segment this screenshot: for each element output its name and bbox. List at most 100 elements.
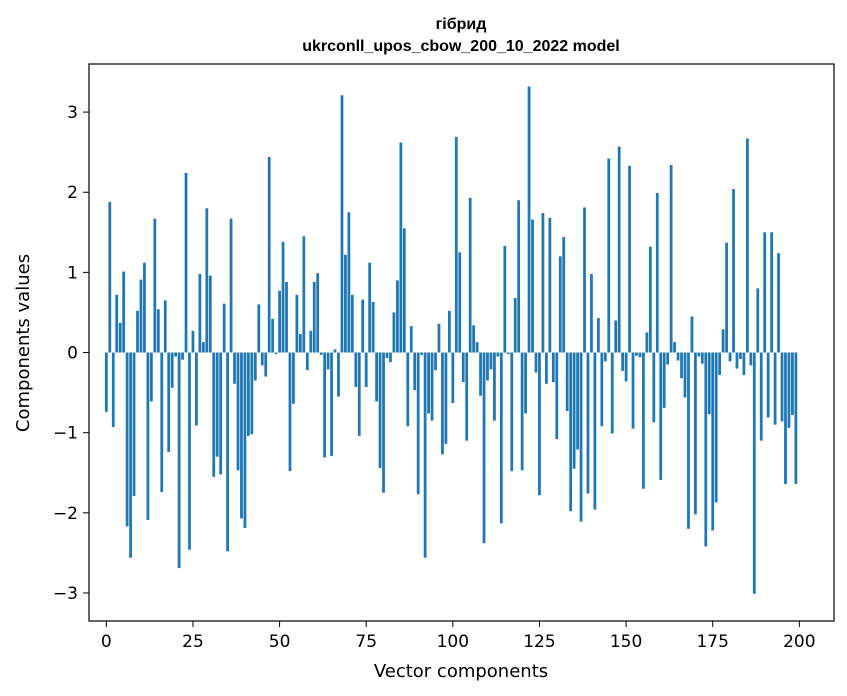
bar xyxy=(368,262,372,353)
bar xyxy=(662,352,666,408)
y-tick-label: −3 xyxy=(53,584,78,604)
bar xyxy=(233,352,236,384)
bar xyxy=(361,299,365,353)
bar xyxy=(545,352,548,384)
bar xyxy=(111,352,115,428)
bar xyxy=(385,352,389,359)
bar xyxy=(316,273,320,353)
x-tick-label: 125 xyxy=(523,632,555,652)
bar xyxy=(454,136,458,353)
bar xyxy=(129,352,132,558)
bar xyxy=(260,352,264,366)
bar xyxy=(378,352,382,468)
bar xyxy=(482,352,486,544)
bar xyxy=(489,352,493,370)
bar xyxy=(794,352,798,484)
bar xyxy=(292,352,295,404)
y-tick-label: 0 xyxy=(67,344,78,364)
bar xyxy=(558,256,562,353)
bar xyxy=(243,352,247,529)
bar xyxy=(739,352,742,359)
bar xyxy=(181,352,184,360)
bar xyxy=(160,352,164,492)
x-tick-label: 25 xyxy=(182,632,204,652)
bar xyxy=(621,352,625,371)
bar xyxy=(714,352,718,503)
bar xyxy=(770,232,774,353)
bar xyxy=(583,207,586,353)
bar xyxy=(247,352,250,436)
bar xyxy=(551,352,555,383)
bar xyxy=(694,352,697,515)
bar xyxy=(447,310,451,353)
bar xyxy=(534,352,538,373)
bar xyxy=(413,352,417,391)
bar xyxy=(278,290,281,353)
bar xyxy=(721,329,725,353)
bar xyxy=(153,218,157,353)
bar xyxy=(298,334,302,353)
bar xyxy=(344,254,347,353)
bar xyxy=(409,326,413,353)
bar xyxy=(132,352,136,496)
bar xyxy=(520,352,524,471)
bar xyxy=(312,281,316,353)
bar xyxy=(226,352,229,552)
bar xyxy=(555,352,559,440)
bar xyxy=(745,138,749,353)
bar xyxy=(337,352,340,397)
bar xyxy=(777,253,780,353)
bar xyxy=(503,245,507,353)
bar xyxy=(666,352,670,365)
bar xyxy=(118,322,122,353)
bar xyxy=(676,352,680,361)
bar xyxy=(475,342,479,353)
bar xyxy=(572,352,576,469)
bar xyxy=(628,165,631,353)
bar xyxy=(191,330,195,353)
bar xyxy=(749,352,753,366)
bar xyxy=(631,352,635,429)
bar xyxy=(208,275,212,353)
bar xyxy=(389,352,392,363)
bar xyxy=(593,352,597,510)
bar xyxy=(458,252,462,353)
bar xyxy=(752,352,756,594)
bar xyxy=(177,352,181,569)
bar xyxy=(451,352,455,404)
bar xyxy=(579,352,583,522)
bar xyxy=(136,310,139,353)
bar xyxy=(267,156,271,353)
bar xyxy=(285,281,288,353)
bar xyxy=(253,352,257,381)
bar xyxy=(531,219,534,353)
bar xyxy=(603,352,607,362)
bar xyxy=(687,352,690,529)
bar xyxy=(416,352,420,495)
bar xyxy=(506,352,510,355)
bars-layer xyxy=(104,86,798,594)
x-tick-label: 100 xyxy=(437,632,469,652)
bar xyxy=(600,352,604,427)
bar xyxy=(756,288,760,353)
bar xyxy=(562,237,566,353)
bar xyxy=(725,242,728,353)
bar xyxy=(728,352,732,362)
bar xyxy=(659,352,663,480)
bar xyxy=(680,352,683,379)
bar xyxy=(773,352,777,425)
bar xyxy=(396,280,399,353)
bar xyxy=(188,352,191,550)
bar xyxy=(215,352,219,457)
bar xyxy=(697,352,701,357)
x-tick-label: 75 xyxy=(355,632,377,652)
bar xyxy=(704,352,708,547)
bar xyxy=(305,352,309,371)
bar xyxy=(420,352,424,355)
y-tick-label: 2 xyxy=(67,183,78,203)
bar xyxy=(787,352,791,428)
bar xyxy=(399,142,403,353)
x-axis-label: Vector components xyxy=(374,661,548,682)
bar xyxy=(652,352,656,423)
